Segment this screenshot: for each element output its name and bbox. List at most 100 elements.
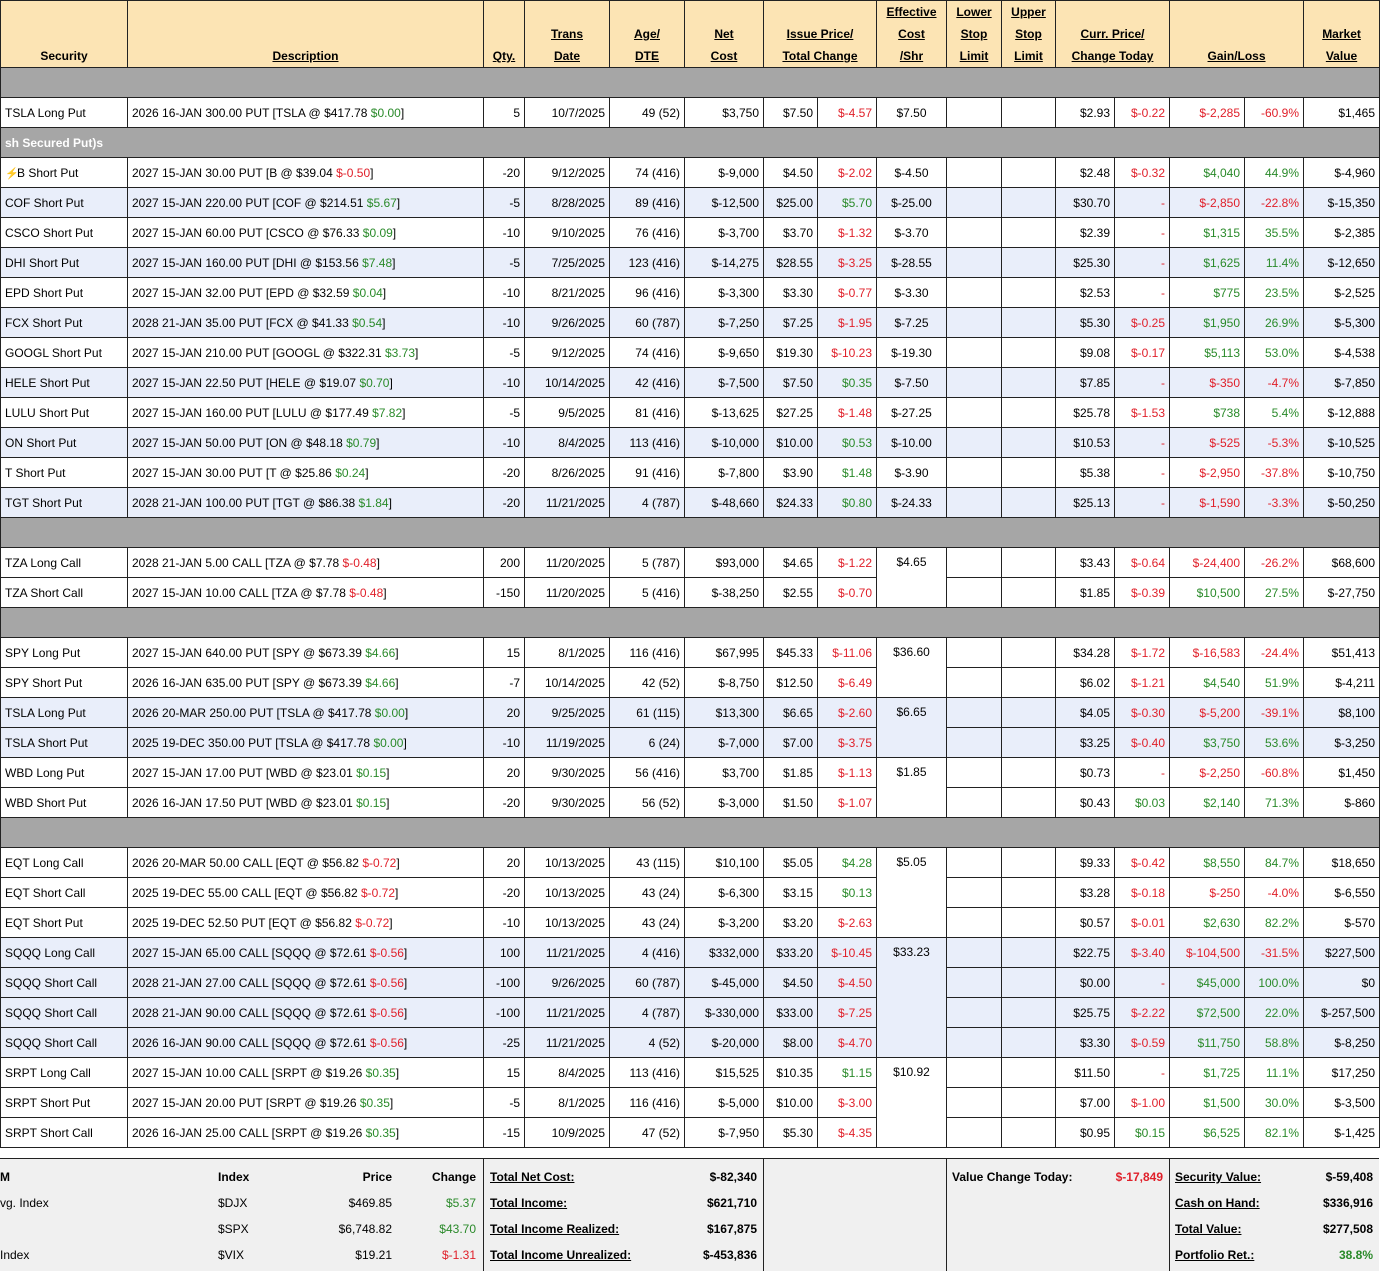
qty-cell: -10 xyxy=(483,217,525,248)
table-row[interactable]: DHI Short Put 2027 15-JAN 160.00 PUT [DHI… xyxy=(0,247,1381,278)
description-cell: 2028 21-JAN 100.00 PUT [TGT @ $86.38 $1.… xyxy=(127,487,484,518)
description-text: 2027 15-JAN 65.00 CALL [SQQQ @ $72.61 xyxy=(132,945,367,960)
lower-stop-cell xyxy=(946,1027,1002,1058)
table-row[interactable]: TZA Short Call 2027 15-JAN 10.00 CALL [TZ… xyxy=(0,577,1381,608)
upper-stop-cell xyxy=(1001,487,1056,518)
table-row[interactable]: LULU Short Put 2027 15-JAN 160.00 PUT [LU… xyxy=(0,397,1381,428)
upper-stop-cell xyxy=(1001,457,1056,488)
curr-price-cell: $11.50 xyxy=(1055,1057,1115,1088)
trans-date-cell: 9/25/2025 xyxy=(524,697,610,728)
gain-loss-cell: $-5,200 xyxy=(1169,697,1246,728)
table-row[interactable]: WBD Short Put 2026 16-JAN 17.50 PUT [WBD … xyxy=(0,787,1381,818)
underlying-change: $0.15 xyxy=(356,795,387,810)
effective-cost-cell: $-27.25 xyxy=(876,397,947,428)
table-row[interactable]: SPY Long Put 2027 15-JAN 640.00 PUT [SPY … xyxy=(0,637,1381,698)
issue-price-cell: $7.25 xyxy=(763,307,818,338)
security-cell: COF Short Put xyxy=(0,187,128,218)
upper-stop-cell xyxy=(1001,217,1056,248)
table-row[interactable]: FCX Short Put 2028 21-JAN 35.00 PUT [FCX … xyxy=(0,307,1381,338)
table-row[interactable]: SRPT Long Call 2027 15-JAN 10.00 CALL [SR… xyxy=(0,1057,1381,1148)
table-row[interactable]: ⚡B Short Put 2027 15-JAN 30.00 PUT [B @ $… xyxy=(0,157,1381,188)
market-value-cell: $0 xyxy=(1303,967,1381,998)
qty-cell: -10 xyxy=(483,367,525,398)
trans-date-cell: 8/1/2025 xyxy=(524,1087,610,1118)
table-row[interactable]: SQQQ Short Call 2026 16-JAN 90.00 CALL [S… xyxy=(0,1027,1381,1058)
header-market-value: Market Value xyxy=(1303,0,1381,68)
total-change-cell: $0.13 xyxy=(817,877,877,908)
table-row[interactable]: SPY Short Put 2026 16-JAN 635.00 PUT [SPY… xyxy=(0,667,1381,698)
gain-loss-cell: $738 xyxy=(1169,397,1246,428)
table-row[interactable]: SRPT Short Call 2026 16-JAN 25.00 CALL [S… xyxy=(0,1117,1381,1148)
table-row[interactable]: SRPT Short Put 2027 15-JAN 20.00 PUT [SRP… xyxy=(0,1087,1381,1118)
qty-cell: -15 xyxy=(483,1117,525,1148)
index-price-header: Price xyxy=(362,1170,392,1184)
issue-price-cell: $7.50 xyxy=(763,367,818,398)
upper-stop-cell xyxy=(1001,277,1056,308)
lower-stop-cell xyxy=(946,697,1002,728)
table-row[interactable]: GOOGL Short Put 2027 15-JAN 210.00 PUT [G… xyxy=(0,337,1381,368)
header-description: Description xyxy=(127,0,484,68)
change-today-cell: $-0.17 xyxy=(1113,337,1171,368)
issue-price-cell: $27.25 xyxy=(763,397,818,428)
description-cell: 2027 15-JAN 10.00 CALL [TZA @ $7.78 $-0.… xyxy=(127,577,484,608)
table-row[interactable]: ON Short Put 2027 15-JAN 50.00 PUT [ON @ … xyxy=(0,427,1381,458)
total-change-cell: $-10.45 xyxy=(817,937,877,968)
trans-date-cell: 8/26/2025 xyxy=(524,457,610,488)
table-row[interactable]: HELE Short Put 2027 15-JAN 22.50 PUT [HEL… xyxy=(0,367,1381,398)
qty-cell: -10 xyxy=(483,277,525,308)
gain-loss-pct-cell: 35.5% xyxy=(1244,217,1305,248)
table-row[interactable]: SQQQ Short Call 2028 21-JAN 90.00 CALL [S… xyxy=(0,997,1381,1028)
security-name: TSLA Short Put xyxy=(5,735,88,750)
security-name: ON Short Put xyxy=(5,435,77,450)
table-row[interactable]: SQQQ Short Call 2028 21-JAN 27.00 CALL [S… xyxy=(0,967,1381,998)
security-name: TZA Long Call xyxy=(5,555,82,570)
security-cell: EQT Short Call xyxy=(0,877,128,908)
age-dte-cell: 56 (52) xyxy=(609,787,685,818)
qty-cell: -5 xyxy=(483,397,525,428)
gain-loss-cell: $45,000 xyxy=(1169,967,1246,998)
gain-loss-cell: $4,540 xyxy=(1169,667,1246,698)
upper-stop-cell xyxy=(1001,1027,1056,1058)
age-dte-cell: 42 (416) xyxy=(609,367,685,398)
qty-cell: 20 xyxy=(483,697,525,728)
table-row[interactable]: TZA Long Call 2028 21-JAN 5.00 CALL [TZA … xyxy=(0,547,1381,608)
table-row[interactable]: SQQQ Long Call 2027 15-JAN 65.00 CALL [SQ… xyxy=(0,937,1381,1058)
description-cell: 2027 15-JAN 65.00 CALL [SQQQ @ $72.61 $-… xyxy=(127,937,484,968)
description-text: 2026 16-JAN 300.00 PUT [TSLA @ $417.78 xyxy=(132,105,368,120)
change-today-cell: - xyxy=(1113,487,1171,518)
table-row[interactable]: TSLA Long Put 2026 16-JAN 300.00 PUT [TSL… xyxy=(0,97,1381,128)
description-bracket: ] xyxy=(386,765,390,780)
market-value-cell: $-4,960 xyxy=(1303,157,1381,188)
age-dte-cell: 76 (416) xyxy=(609,217,685,248)
table-row[interactable]: TGT Short Put 2028 21-JAN 100.00 PUT [TGT… xyxy=(0,487,1381,518)
description-text: 2025 19-DEC 52.50 PUT [EQT @ $56.82 xyxy=(132,915,352,930)
trans-date-cell: 8/4/2025 xyxy=(524,1057,610,1088)
gain-loss-cell: $-250 xyxy=(1169,877,1246,908)
total-change-cell: $0.53 xyxy=(817,427,877,458)
table-row[interactable]: WBD Long Put 2027 15-JAN 17.00 PUT [WBD @… xyxy=(0,757,1381,818)
index-price: $6,748.82 xyxy=(338,1222,392,1236)
table-row[interactable]: COF Short Put 2027 15-JAN 220.00 PUT [COF… xyxy=(0,187,1381,218)
total-change-cell: $-4.57 xyxy=(817,97,877,128)
table-row[interactable]: CSCO Short Put 2027 15-JAN 60.00 PUT [CSC… xyxy=(0,217,1381,248)
total-change-cell: $-1.07 xyxy=(817,787,877,818)
net-cost-cell: $-45,000 xyxy=(684,967,764,998)
underlying-change: $0.04 xyxy=(352,285,383,300)
table-row[interactable]: EQT Long Call 2026 20-MAR 50.00 CALL [EQT… xyxy=(0,847,1381,938)
table-row[interactable]: T Short Put 2027 15-JAN 30.00 PUT [T @ $2… xyxy=(0,457,1381,488)
table-row[interactable]: EPD Short Put 2027 15-JAN 32.00 PUT [EPD … xyxy=(0,277,1381,308)
header-net-cost: Net Cost xyxy=(684,0,764,68)
security-name: TZA Short Call xyxy=(5,585,84,600)
underlying-change: $4.66 xyxy=(365,645,396,660)
description-text: 2027 15-JAN 60.00 PUT [CSCO @ $76.33 xyxy=(132,225,360,240)
table-row[interactable]: TSLA Long Put 2026 20-MAR 250.00 PUT [TSL… xyxy=(0,697,1381,758)
table-row[interactable]: TSLA Short Put 2025 19-DEC 350.00 PUT [TS… xyxy=(0,727,1381,758)
table-row[interactable]: EQT Short Put 2025 19-DEC 52.50 PUT [EQT … xyxy=(0,907,1381,938)
header-issue-price: Issue Price/Total Change xyxy=(763,0,877,68)
table-row[interactable]: EQT Short Call 2025 19-DEC 55.00 CALL [EQ… xyxy=(0,877,1381,908)
header-age-dte: Age/DTE xyxy=(609,0,685,68)
trans-date-cell: 9/5/2025 xyxy=(524,397,610,428)
total-change-cell: $4.28 xyxy=(817,847,877,878)
underlying-change: $0.15 xyxy=(356,765,387,780)
issue-price-cell: $3.70 xyxy=(763,217,818,248)
